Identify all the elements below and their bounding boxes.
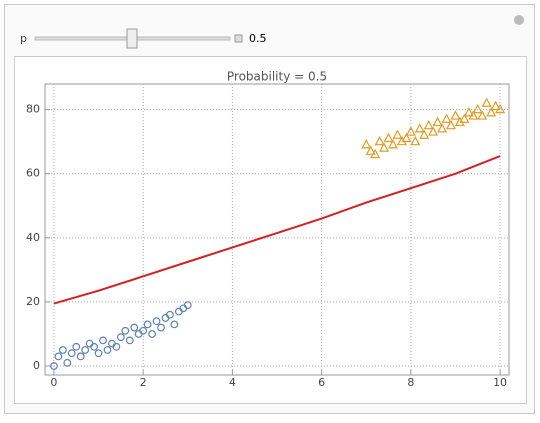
circle-point [72, 342, 81, 351]
circle-point [143, 320, 152, 329]
triangle-point [486, 107, 497, 117]
triangle-point [495, 103, 506, 114]
triangle-point [361, 139, 372, 149]
triangle-point [428, 126, 439, 136]
circle-point [116, 333, 125, 342]
chart-title: Probability = 0.5 [227, 70, 327, 84]
trend-line [53, 155, 501, 305]
circle-point [125, 336, 134, 345]
slider-value: 0.5 [249, 32, 267, 45]
triangle-point [437, 123, 448, 133]
triangle-point [392, 129, 403, 139]
x-tick-label: 6 [318, 376, 325, 389]
circle-point [170, 320, 179, 329]
y-tick-label: 60 [26, 167, 40, 180]
triangle-point [414, 123, 425, 133]
slider-label: p [20, 32, 27, 45]
triangle-point [446, 119, 456, 130]
circle-point [157, 323, 165, 332]
y-tick-label: 20 [26, 295, 40, 308]
triangle-point [463, 107, 474, 117]
x-tick-label: 0 [50, 376, 57, 389]
triangle-point [481, 97, 492, 107]
triangle-point [383, 132, 394, 143]
circle-point [58, 346, 67, 354]
circle-point [166, 310, 174, 319]
triangle-point [432, 116, 443, 127]
triangle-point [490, 100, 501, 111]
circle-point [67, 349, 76, 358]
triangle-point [370, 148, 381, 159]
y-tick-label: 80 [26, 103, 40, 116]
triangle-point [374, 135, 385, 146]
x-tick-label: 4 [229, 376, 236, 389]
triangle-point [472, 103, 483, 114]
triangle-point [365, 145, 376, 155]
circle-point [183, 301, 192, 310]
circle-point [94, 349, 103, 358]
slider-expand[interactable] [234, 34, 243, 43]
circle-point [54, 352, 63, 361]
settings-icon[interactable] [514, 15, 524, 25]
triangle-point [459, 113, 470, 123]
circle-point [152, 317, 161, 326]
circle-point [81, 346, 90, 354]
triangle-point [388, 139, 398, 149]
slider-thumb[interactable] [126, 28, 138, 49]
triangle-point [405, 126, 416, 136]
circle-point [139, 326, 148, 335]
circle-point [63, 358, 72, 367]
circle-point [90, 342, 98, 351]
circle-point [103, 346, 112, 354]
x-tick-label: 10 [493, 376, 507, 389]
plot-frame [44, 83, 510, 376]
triangle-point [477, 110, 488, 120]
triangle-point [450, 110, 461, 120]
x-tick-label: 2 [140, 376, 147, 389]
circle-point [99, 336, 107, 345]
circle-point [148, 330, 156, 338]
triangle-point [410, 135, 421, 146]
triangle-point [468, 110, 479, 120]
triangle-point [379, 142, 390, 152]
y-tick-label: 0 [33, 359, 40, 372]
triangle-point [441, 113, 452, 123]
circle-point [50, 362, 58, 370]
triangle-point [423, 119, 434, 130]
circle-point [130, 323, 139, 332]
triangle-point [419, 129, 430, 139]
circle-point [76, 352, 85, 361]
x-tick-label: 8 [407, 376, 414, 389]
y-tick-label: 40 [26, 231, 40, 244]
circle-point [112, 342, 121, 351]
plot-panel [14, 56, 527, 404]
triangle-point [401, 132, 412, 143]
circle-point [121, 326, 130, 335]
